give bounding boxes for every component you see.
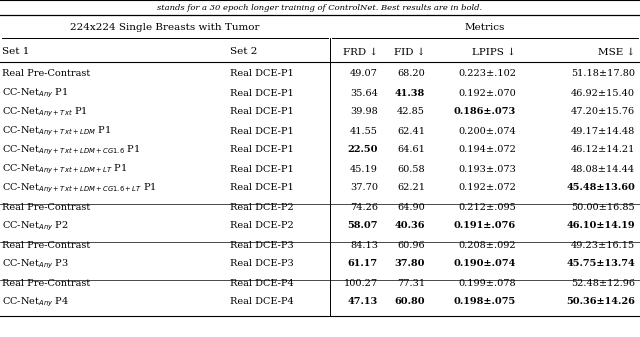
Text: CC-Net$_{Any+Txt+LDM+LT}$ P1: CC-Net$_{Any+Txt+LDM+LT}$ P1: [2, 162, 127, 176]
Text: CC-Net$_{Any+Txt}$ P1: CC-Net$_{Any+Txt}$ P1: [2, 105, 88, 119]
Text: 49.07: 49.07: [350, 69, 378, 79]
Text: Real DCE-P1: Real DCE-P1: [230, 126, 294, 135]
Text: 84.13: 84.13: [350, 241, 378, 249]
Text: 40.36: 40.36: [394, 221, 425, 231]
Text: 0.198±.075: 0.198±.075: [454, 298, 516, 306]
Text: CC-Net$_{Any}$ P3: CC-Net$_{Any}$ P3: [2, 257, 69, 271]
Text: 45.75±13.74: 45.75±13.74: [566, 259, 635, 269]
Text: Metrics: Metrics: [465, 24, 505, 32]
Text: 77.31: 77.31: [397, 278, 425, 287]
Text: 58.07: 58.07: [348, 221, 378, 231]
Text: 0.223±.102: 0.223±.102: [458, 69, 516, 79]
Text: 0.208±.092: 0.208±.092: [458, 241, 516, 249]
Text: Real Pre-Contrast: Real Pre-Contrast: [2, 203, 90, 212]
Text: 46.12±14.21: 46.12±14.21: [571, 146, 635, 154]
Text: 224x224 Single Breasts with Tumor: 224x224 Single Breasts with Tumor: [70, 24, 260, 32]
Text: 45.19: 45.19: [350, 164, 378, 174]
Text: 100.27: 100.27: [344, 278, 378, 287]
Text: 0.200±.074: 0.200±.074: [458, 126, 516, 135]
Text: Real DCE-P2: Real DCE-P2: [230, 203, 294, 212]
Text: 60.80: 60.80: [394, 298, 425, 306]
Text: Set 1: Set 1: [2, 48, 29, 57]
Text: Real DCE-P1: Real DCE-P1: [230, 108, 294, 117]
Text: FID ↓: FID ↓: [394, 48, 425, 57]
Text: 50.00±16.85: 50.00±16.85: [572, 203, 635, 212]
Text: CC-Net$_{Any+Txt+LDM}$ P1: CC-Net$_{Any+Txt+LDM}$ P1: [2, 124, 111, 138]
Text: 41.38: 41.38: [395, 89, 425, 97]
Text: Real DCE-P3: Real DCE-P3: [230, 241, 294, 249]
Text: 0.193±.073: 0.193±.073: [458, 164, 516, 174]
Text: Real DCE-P1: Real DCE-P1: [230, 69, 294, 79]
Text: 22.50: 22.50: [348, 146, 378, 154]
Text: Real DCE-P1: Real DCE-P1: [230, 89, 294, 97]
Text: Real DCE-P1: Real DCE-P1: [230, 146, 294, 154]
Text: 50.36±14.26: 50.36±14.26: [566, 298, 635, 306]
Text: Real Pre-Contrast: Real Pre-Contrast: [2, 69, 90, 79]
Text: Set 2: Set 2: [230, 48, 257, 57]
Text: 39.98: 39.98: [350, 108, 378, 117]
Text: 35.64: 35.64: [350, 89, 378, 97]
Text: 37.70: 37.70: [350, 184, 378, 192]
Text: LPIPS ↓: LPIPS ↓: [472, 48, 516, 57]
Text: 49.23±16.15: 49.23±16.15: [571, 241, 635, 249]
Text: CC-Net$_{Any+Txt+LDM+CG1.6+LT}$ P1: CC-Net$_{Any+Txt+LDM+CG1.6+LT}$ P1: [2, 181, 157, 195]
Text: 74.26: 74.26: [350, 203, 378, 212]
Text: 0.212±.095: 0.212±.095: [458, 203, 516, 212]
Text: Real Pre-Contrast: Real Pre-Contrast: [2, 241, 90, 249]
Text: MSE ↓: MSE ↓: [598, 48, 635, 57]
Text: 52.48±12.96: 52.48±12.96: [571, 278, 635, 287]
Text: CC-Net$_{Any}$ P2: CC-Net$_{Any}$ P2: [2, 219, 68, 233]
Text: CC-Net$_{Any}$ P1: CC-Net$_{Any}$ P1: [2, 86, 68, 100]
Text: 64.90: 64.90: [397, 203, 425, 212]
Text: 61.17: 61.17: [348, 259, 378, 269]
Text: 62.21: 62.21: [397, 184, 425, 192]
Text: 0.186±.073: 0.186±.073: [454, 108, 516, 117]
Text: 0.192±.070: 0.192±.070: [458, 89, 516, 97]
Text: 0.194±.072: 0.194±.072: [458, 146, 516, 154]
Text: 0.199±.078: 0.199±.078: [458, 278, 516, 287]
Text: Real DCE-P4: Real DCE-P4: [230, 278, 294, 287]
Text: 64.61: 64.61: [397, 146, 425, 154]
Text: Real DCE-P4: Real DCE-P4: [230, 298, 294, 306]
Text: Real Pre-Contrast: Real Pre-Contrast: [2, 278, 90, 287]
Text: 49.17±14.48: 49.17±14.48: [571, 126, 635, 135]
Text: Real DCE-P1: Real DCE-P1: [230, 164, 294, 174]
Text: 42.85: 42.85: [397, 108, 425, 117]
Text: 47.20±15.76: 47.20±15.76: [571, 108, 635, 117]
Text: 48.08±14.44: 48.08±14.44: [571, 164, 635, 174]
Text: 0.190±.074: 0.190±.074: [454, 259, 516, 269]
Text: FRD ↓: FRD ↓: [343, 48, 378, 57]
Text: CC-Net$_{Any}$ P4: CC-Net$_{Any}$ P4: [2, 295, 69, 309]
Text: 62.41: 62.41: [397, 126, 425, 135]
Text: 47.13: 47.13: [348, 298, 378, 306]
Text: Real DCE-P1: Real DCE-P1: [230, 184, 294, 192]
Text: CC-Net$_{Any+Txt+LDM+CG1.6}$ P1: CC-Net$_{Any+Txt+LDM+CG1.6}$ P1: [2, 143, 140, 157]
Text: 46.92±15.40: 46.92±15.40: [571, 89, 635, 97]
Text: 68.20: 68.20: [397, 69, 425, 79]
Text: 37.80: 37.80: [394, 259, 425, 269]
Text: 60.58: 60.58: [397, 164, 425, 174]
Text: 0.192±.072: 0.192±.072: [458, 184, 516, 192]
Text: 46.10±14.19: 46.10±14.19: [566, 221, 635, 231]
Text: 60.96: 60.96: [397, 241, 425, 249]
Text: Real DCE-P2: Real DCE-P2: [230, 221, 294, 231]
Text: 51.18±17.80: 51.18±17.80: [571, 69, 635, 79]
Text: stands for a 30 epoch longer training of ControlNet. Best results are in bold.: stands for a 30 epoch longer training of…: [157, 4, 483, 12]
Text: 0.191±.076: 0.191±.076: [454, 221, 516, 231]
Text: 41.55: 41.55: [350, 126, 378, 135]
Text: Real DCE-P3: Real DCE-P3: [230, 259, 294, 269]
Text: 45.48±13.60: 45.48±13.60: [566, 184, 635, 192]
